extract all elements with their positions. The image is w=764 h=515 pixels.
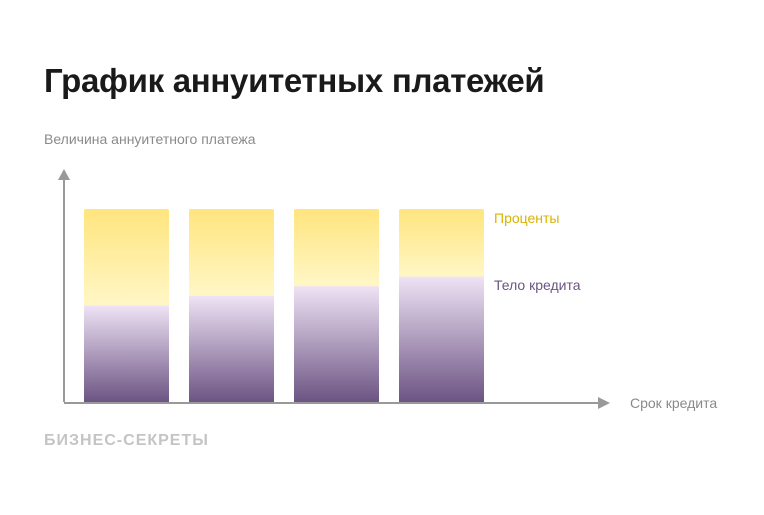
bar-interest-2 [189, 209, 274, 298]
bar-principal-2 [189, 295, 274, 402]
bar-principal-1 [84, 305, 169, 402]
legend-interest: Проценты [494, 210, 560, 226]
bar-principal-3 [294, 286, 379, 402]
legend-principal: Тело кредита [494, 277, 581, 293]
page-title: График аннуитетных платежей [44, 62, 545, 99]
bar-interest-4 [399, 209, 484, 279]
logo: БИЗНЕС-СЕКРЕТЫ [44, 432, 209, 449]
bar-principal-4 [399, 276, 484, 402]
y-axis-label: Величина аннуитетного платежа [44, 131, 256, 147]
x-axis-label: Срок кредита [630, 395, 718, 411]
y-axis-arrow-icon [58, 169, 70, 180]
bar-interest-1 [84, 209, 169, 308]
x-axis-arrow-icon [598, 397, 610, 409]
bar-interest-3 [294, 209, 379, 289]
